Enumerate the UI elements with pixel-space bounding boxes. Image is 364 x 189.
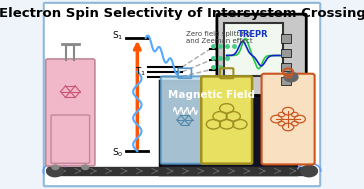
Circle shape: [47, 165, 63, 177]
Circle shape: [52, 165, 59, 170]
FancyBboxPatch shape: [217, 14, 306, 95]
Circle shape: [82, 165, 88, 170]
Text: S$_0$: S$_0$: [112, 147, 123, 159]
Bar: [281, 63, 291, 71]
FancyBboxPatch shape: [161, 76, 209, 164]
Bar: [281, 77, 291, 85]
Text: S$_1$: S$_1$: [112, 30, 123, 42]
Bar: [54, 167, 310, 175]
Text: Magnetic Field: Magnetic Field: [168, 90, 255, 100]
Text: Electron Spin Selectivity of Intersystem Crossing: Electron Spin Selectivity of Intersystem…: [0, 7, 364, 20]
Bar: [281, 49, 291, 57]
Text: Zero field splitting
and Zeeman effect: Zero field splitting and Zeeman effect: [186, 31, 253, 44]
Bar: [224, 23, 283, 76]
Circle shape: [284, 72, 298, 82]
Text: TREPR: TREPR: [238, 29, 269, 39]
Circle shape: [301, 165, 317, 177]
Bar: [285, 74, 292, 77]
Bar: [281, 34, 291, 43]
FancyBboxPatch shape: [44, 3, 320, 186]
Bar: [160, 81, 297, 174]
FancyBboxPatch shape: [46, 59, 95, 166]
FancyBboxPatch shape: [201, 76, 252, 164]
FancyBboxPatch shape: [262, 74, 314, 164]
Text: T$_1$: T$_1$: [135, 66, 146, 78]
